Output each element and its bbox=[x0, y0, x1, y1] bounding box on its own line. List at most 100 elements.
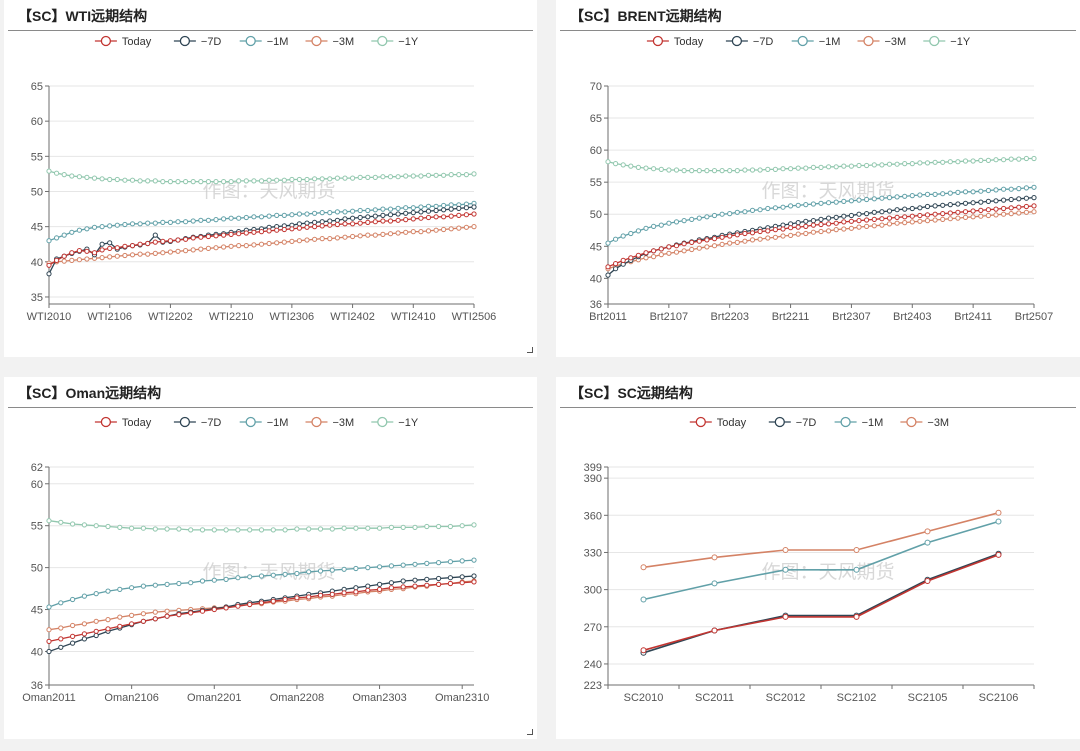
data-point bbox=[410, 216, 416, 222]
data-point bbox=[826, 164, 832, 170]
data-point bbox=[924, 203, 931, 210]
data-point bbox=[81, 631, 88, 637]
x-tick-label: SC2106 bbox=[979, 692, 1019, 704]
data-point bbox=[54, 257, 60, 263]
chart-title: 【SC】WTI远期结构 bbox=[18, 8, 148, 24]
legend-label: −1M bbox=[819, 36, 841, 48]
data-point bbox=[152, 526, 158, 532]
data-point bbox=[833, 227, 839, 233]
data-point bbox=[433, 214, 439, 220]
data-point bbox=[447, 580, 453, 587]
y-tick-label: 45 bbox=[590, 241, 602, 253]
data-point bbox=[640, 647, 647, 654]
data-point bbox=[436, 523, 442, 530]
legend-label: −7D bbox=[201, 417, 222, 429]
y-tick-label: 390 bbox=[584, 473, 602, 485]
data-point bbox=[441, 207, 447, 213]
series-line bbox=[643, 520, 999, 601]
data-point bbox=[448, 202, 454, 208]
data-point bbox=[788, 166, 794, 172]
legend-marker bbox=[377, 416, 388, 428]
data-point bbox=[54, 235, 60, 241]
data-point bbox=[342, 175, 348, 181]
data-point bbox=[841, 226, 847, 232]
data-point bbox=[236, 243, 242, 249]
data-point bbox=[1023, 209, 1029, 215]
x-tick-label: WTI2202 bbox=[148, 311, 193, 323]
y-tick-label: 50 bbox=[31, 563, 43, 575]
data-point bbox=[689, 246, 695, 253]
data-point bbox=[673, 219, 680, 225]
legend-label: −1Y bbox=[398, 417, 419, 429]
data-point bbox=[69, 257, 75, 263]
x-tick-label: WTI2010 bbox=[27, 311, 72, 323]
title-divider bbox=[8, 407, 533, 408]
data-point bbox=[175, 237, 181, 243]
data-point bbox=[91, 175, 98, 181]
data-point bbox=[372, 232, 378, 238]
data-point bbox=[711, 168, 718, 174]
data-point bbox=[304, 224, 310, 230]
data-point bbox=[970, 158, 976, 164]
data-point bbox=[848, 163, 854, 169]
data-point bbox=[879, 195, 885, 201]
data-point bbox=[281, 177, 287, 183]
data-point bbox=[1001, 186, 1007, 192]
data-point bbox=[270, 598, 276, 604]
data-point bbox=[365, 219, 371, 225]
data-point bbox=[365, 232, 371, 238]
data-point bbox=[924, 578, 931, 584]
data-point bbox=[312, 219, 318, 225]
data-point bbox=[924, 191, 931, 197]
data-point bbox=[456, 172, 462, 178]
data-point bbox=[433, 227, 439, 233]
data-point bbox=[459, 523, 465, 529]
data-point bbox=[425, 214, 432, 221]
resize-handle[interactable] bbox=[527, 729, 533, 735]
data-point bbox=[175, 219, 181, 225]
data-point bbox=[772, 234, 778, 240]
data-point bbox=[894, 161, 900, 167]
data-point bbox=[341, 566, 347, 572]
data-point bbox=[803, 230, 809, 237]
data-point bbox=[719, 168, 725, 174]
data-point bbox=[640, 596, 647, 603]
data-point bbox=[947, 159, 953, 165]
y-tick-label: 270 bbox=[584, 622, 602, 634]
data-point bbox=[424, 582, 430, 588]
data-point bbox=[84, 248, 90, 254]
data-point bbox=[190, 235, 196, 241]
data-point bbox=[357, 207, 363, 214]
legend-label: −7D bbox=[753, 36, 774, 48]
data-point bbox=[658, 222, 664, 228]
data-point bbox=[651, 166, 657, 172]
resize-handle[interactable] bbox=[527, 347, 533, 353]
data-point bbox=[651, 248, 657, 254]
data-point bbox=[471, 579, 477, 585]
y-tick-label: 240 bbox=[584, 659, 602, 671]
data-point bbox=[864, 217, 870, 223]
x-tick-label: WTI2210 bbox=[209, 311, 254, 323]
data-point bbox=[613, 266, 619, 272]
data-point bbox=[471, 557, 477, 563]
data-point bbox=[995, 551, 1002, 558]
data-point bbox=[871, 223, 877, 229]
data-point bbox=[810, 164, 816, 170]
data-point bbox=[270, 572, 276, 578]
data-point bbox=[456, 225, 462, 231]
data-point bbox=[448, 213, 454, 219]
data-point bbox=[58, 625, 64, 631]
data-point bbox=[317, 592, 324, 598]
data-point bbox=[425, 228, 432, 234]
data-point bbox=[372, 213, 378, 219]
data-point bbox=[114, 176, 120, 183]
data-point bbox=[357, 174, 363, 180]
data-point bbox=[281, 226, 287, 233]
y-tick-label: 40 bbox=[31, 646, 43, 658]
data-point bbox=[1031, 195, 1037, 201]
data-point bbox=[266, 177, 272, 183]
data-point bbox=[137, 221, 143, 227]
data-point bbox=[334, 221, 340, 228]
y-tick-label: 40 bbox=[31, 257, 43, 269]
chart-brent-forward-curve: 36 40 45 50 55 60 65 70 Brt2011 Brt2107 Brt2203 Brt… bbox=[589, 35, 1053, 323]
